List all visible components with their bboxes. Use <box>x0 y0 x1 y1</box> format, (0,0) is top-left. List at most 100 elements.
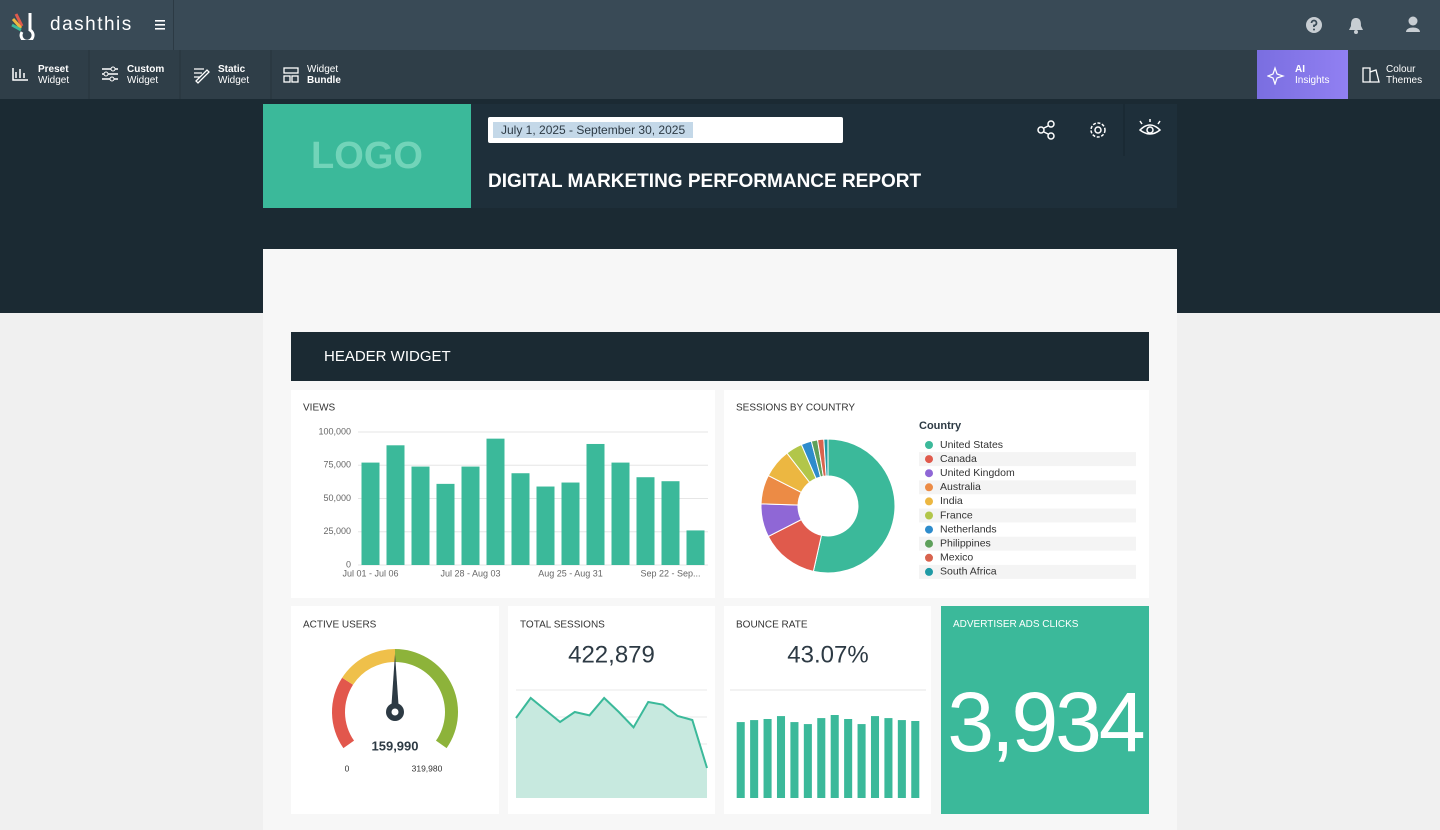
legend-label: Mexico <box>940 552 973 564</box>
divider <box>173 0 174 50</box>
widget-title: ADVERTISER ADS CLICKS <box>953 619 1079 630</box>
gauge-band <box>395 649 459 749</box>
report-header: July 1, 2025 - September 30, 2025 DIGITA… <box>471 104 1177 208</box>
legend-label: Australia <box>940 481 981 493</box>
widget-bundle-button[interactable]: Widget Bundle <box>307 64 341 86</box>
legend-swatch <box>925 497 933 506</box>
ads-clicks-widget: ADVERTISER ADS CLICKS 3,934 <box>941 606 1149 814</box>
legend-row <box>919 452 1136 467</box>
bar <box>736 722 745 798</box>
legend-label: India <box>940 495 963 507</box>
kpi-value: 43.07% <box>787 641 868 668</box>
toolbar: Preset Widget Custom Widget Static Widget W… <box>0 50 1440 99</box>
preview-button[interactable] <box>1138 119 1162 135</box>
bar <box>461 466 480 565</box>
bar <box>897 720 906 798</box>
widget-title: BOUNCE RATE <box>736 620 808 631</box>
kpi-value: 422,879 <box>568 641 655 668</box>
legend-label: Canada <box>940 453 977 465</box>
brand: dashthis <box>50 14 133 35</box>
date-picker[interactable]: July 1, 2025 - September 30, 2025 <box>488 117 843 143</box>
y-tick-label: 75,000 <box>323 460 351 470</box>
bar <box>536 486 555 565</box>
legend-row <box>919 480 1136 495</box>
palette-icon <box>1362 67 1380 83</box>
label: Colour <box>1386 64 1416 75</box>
sparkle-icon <box>1267 66 1285 85</box>
gauge-band <box>342 649 396 685</box>
x-tick-label: Aug 25 - Aug 31 <box>538 568 603 578</box>
ai-insights-button[interactable]: AI Insights <box>1257 50 1348 99</box>
bar <box>790 722 799 798</box>
label: Widget <box>127 75 159 86</box>
bar <box>844 718 853 798</box>
x-tick-label: Sep 22 - Sep... <box>640 568 700 578</box>
slice <box>823 438 829 477</box>
legend-label: Netherlands <box>940 523 997 535</box>
static-widget-button[interactable]: Static Widget <box>218 64 249 86</box>
widget-title: TOTAL SESSIONS <box>520 620 605 631</box>
bar <box>561 482 580 565</box>
gauge-tick-label: 0 <box>345 763 350 773</box>
bar <box>870 716 880 798</box>
bar <box>411 466 430 565</box>
legend-row <box>919 564 1136 579</box>
bar <box>611 462 630 565</box>
area <box>516 698 707 798</box>
colour-themes-button[interactable]: Colour Themes <box>1348 50 1440 99</box>
bar <box>817 718 826 798</box>
y-tick-label: 50,000 <box>323 493 351 503</box>
label: Widget <box>38 75 70 86</box>
y-tick-label: 100,000 <box>318 426 351 436</box>
kpi-value: 3,934 <box>947 675 1145 769</box>
bar <box>857 724 866 798</box>
bar <box>763 718 772 798</box>
account-button[interactable] <box>1408 16 1418 26</box>
label: Bundle <box>307 75 341 86</box>
toolbar-icons <box>12 50 299 99</box>
widget-title: VIEWS <box>303 403 336 414</box>
bar <box>803 724 812 798</box>
legend-title: Country <box>919 420 962 432</box>
label: AI <box>1295 64 1305 75</box>
x-tick-label: Jul 28 - Aug 03 <box>440 568 500 578</box>
label: Widget <box>307 64 339 75</box>
legend-swatch <box>925 455 933 464</box>
legend-label: South Africa <box>940 566 997 578</box>
report-title: DIGITAL MARKETING PERFORMANCE REPORT <box>488 171 922 192</box>
x-tick-label: Jul 01 - Jul 06 <box>342 568 398 578</box>
y-tick-label: 25,000 <box>323 526 351 536</box>
bar <box>661 481 680 565</box>
label: Static <box>218 64 246 75</box>
legend-swatch <box>925 539 933 548</box>
line <box>515 696 708 769</box>
legend-swatch <box>925 525 933 534</box>
bar <box>686 530 705 565</box>
header-widget: HEADER WIDGET <box>291 332 1149 381</box>
label: Insights <box>1295 75 1330 86</box>
bar <box>386 445 405 565</box>
bar <box>511 473 530 565</box>
preset-widget-button[interactable]: Preset Widget <box>38 64 69 86</box>
bar <box>486 438 505 565</box>
bar <box>636 477 655 565</box>
custom-widget-button[interactable]: Custom Widget <box>127 64 164 86</box>
bar <box>776 716 786 798</box>
label: Preset <box>38 64 69 75</box>
bar <box>361 462 380 565</box>
bar <box>436 483 455 565</box>
share-button[interactable] <box>1037 120 1055 140</box>
legend-swatch <box>925 441 933 449</box>
menu-button[interactable] <box>154 19 168 31</box>
legend-label: United States <box>940 439 1003 451</box>
bar <box>884 718 893 798</box>
settings-button[interactable] <box>1090 122 1106 138</box>
date-range: July 1, 2025 - September 30, 2025 <box>493 122 694 138</box>
label: Themes <box>1386 75 1423 86</box>
label: Widget <box>218 75 250 86</box>
slice <box>812 438 896 574</box>
bar <box>750 720 759 798</box>
legend-row <box>919 508 1136 523</box>
notifications-button[interactable] <box>1349 18 1363 30</box>
